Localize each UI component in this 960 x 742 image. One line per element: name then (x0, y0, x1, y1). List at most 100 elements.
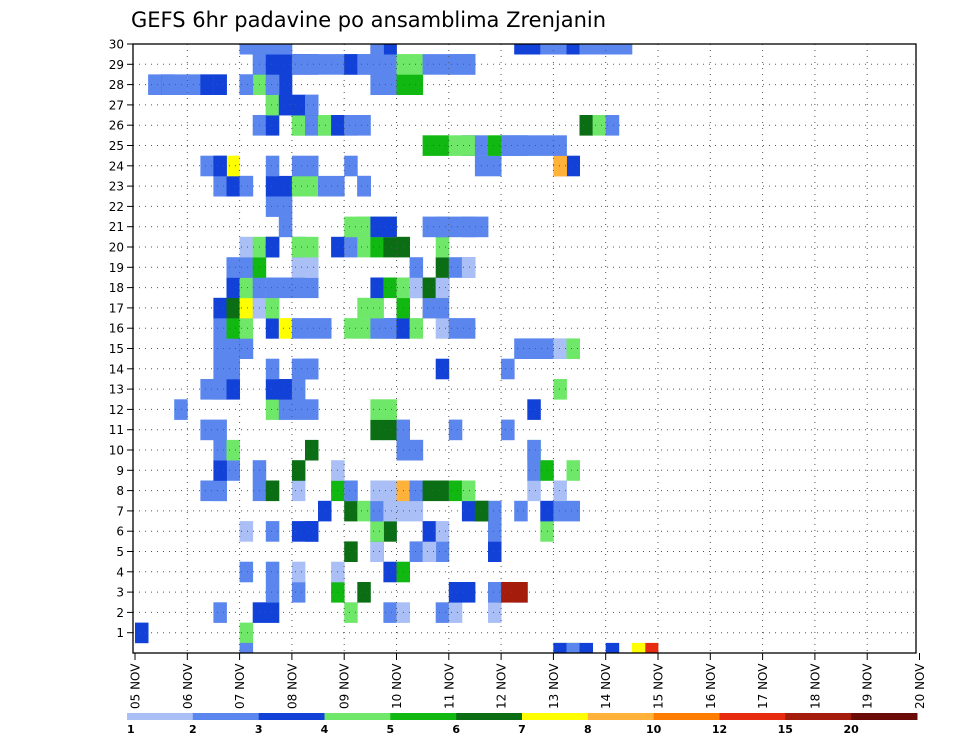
precip-cell (501, 135, 515, 156)
precip-cell (448, 257, 463, 278)
y-tick-label: 12 (109, 403, 124, 417)
precip-cell (278, 44, 293, 55)
precip-cell (291, 379, 306, 400)
x-tick-label: 15 NOV (652, 663, 666, 709)
precip-cell (435, 277, 450, 299)
precip-cell (357, 582, 371, 603)
precip-cell (265, 399, 280, 420)
precip-cell (553, 500, 567, 522)
precip-cell (291, 318, 306, 339)
precip-cell (344, 115, 358, 136)
precip-cell (291, 480, 306, 502)
precip-cell (344, 155, 358, 177)
precip-cell (318, 54, 332, 75)
legend-swatch (127, 713, 194, 720)
precip-cell (265, 236, 280, 258)
precip-cell (226, 297, 240, 319)
precip-cell (605, 115, 620, 136)
precip-cell (239, 257, 254, 278)
precip-cell (239, 175, 254, 197)
precip-cell (527, 480, 541, 502)
precip-cell (448, 602, 463, 623)
precip-cell (344, 602, 358, 623)
precip-cell (278, 175, 293, 197)
precip-cell (448, 216, 463, 238)
x-axis: 05 NOV 06 NOV 07 NOV 08 NOV 09 NOV 10 NOV 11 N… (129, 653, 927, 709)
precip-cell (527, 135, 541, 156)
precip-cell (435, 541, 450, 562)
precip-cell (448, 419, 463, 441)
precip-cell (265, 582, 280, 603)
precip-cell (305, 257, 319, 278)
precip-cell (305, 399, 319, 420)
legend-swatch (785, 713, 852, 720)
precip-cell (344, 216, 358, 238)
precip-cell (226, 338, 240, 359)
precip-cell (553, 155, 567, 177)
x-tick-label: 18 NOV (808, 663, 822, 709)
color-legend: 1 2 3 4 5 6 7 8 10 12 15 20 (127, 713, 918, 736)
legend-swatch (587, 713, 655, 720)
precip-cell (305, 115, 319, 136)
precip-cell (409, 500, 424, 522)
precip-cell (291, 236, 306, 258)
precip-cell (265, 196, 280, 217)
precip-cell (226, 439, 240, 461)
legend-label: 8 (584, 723, 592, 736)
precip-cell (435, 54, 450, 75)
precip-cell (448, 480, 463, 502)
precip-cell (239, 521, 254, 542)
precip-cell (265, 358, 280, 380)
precip-cell (370, 74, 384, 95)
precip-cell (422, 541, 437, 562)
precip-cell (265, 379, 280, 400)
precip-cell (291, 277, 306, 299)
precip-cell (239, 297, 254, 319)
y-tick-label: 6 (116, 525, 124, 539)
precip-cell (344, 541, 358, 562)
precip-cell (357, 318, 371, 339)
precip-cell (605, 642, 620, 654)
precip-cell (278, 94, 293, 116)
precip-cell (488, 602, 502, 623)
precip-cell (305, 439, 319, 461)
precip-cell (278, 54, 293, 75)
precip-cell (383, 277, 397, 299)
precip-cell (422, 135, 437, 156)
y-tick-label: 20 (109, 241, 124, 255)
precip-cell (527, 460, 541, 481)
precip-cell (291, 54, 306, 75)
precip-cell (213, 480, 227, 502)
precip-cell (357, 115, 371, 136)
precip-cell (187, 74, 201, 95)
precip-cell (265, 155, 280, 177)
legend-swatch (719, 713, 786, 720)
precip-cell (370, 500, 384, 522)
precip-cell (383, 561, 397, 583)
precip-cell (305, 358, 319, 380)
x-tick-label: 06 NOV (181, 663, 195, 709)
precip-cell (291, 399, 306, 420)
precip-cell (305, 94, 319, 116)
precip-cell (435, 135, 450, 156)
precip-cell (239, 74, 254, 95)
precip-cell (265, 521, 280, 542)
precip-cell (357, 500, 371, 522)
legend-label: 2 (189, 723, 197, 736)
legend-swatch (324, 713, 391, 720)
precip-cell (239, 277, 254, 299)
precip-cell (383, 318, 397, 339)
precip-cell (422, 480, 437, 502)
precip-cell (461, 257, 476, 278)
legend-swatch (390, 713, 457, 720)
precip-cell (318, 500, 332, 522)
precip-cell (383, 399, 397, 420)
precip-cell (226, 379, 240, 400)
precip-cell (488, 135, 502, 156)
precip-cell (461, 54, 476, 75)
precip-cell (566, 460, 580, 481)
precip-cell (370, 216, 384, 238)
y-tick-label: 23 (109, 180, 124, 194)
precip-cell (422, 521, 437, 542)
precip-cell (370, 419, 384, 441)
